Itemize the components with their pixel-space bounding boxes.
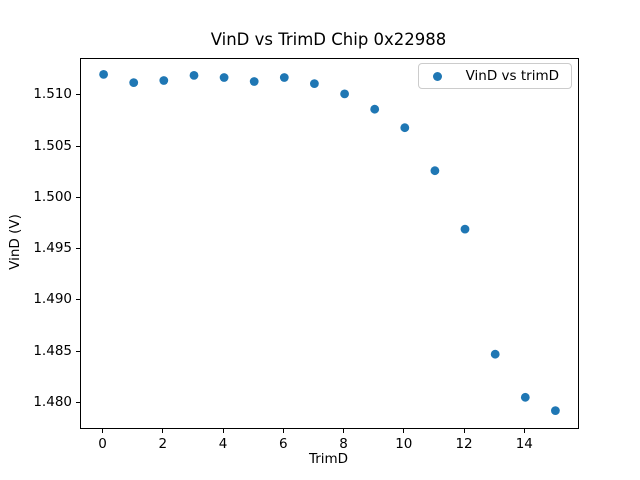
x-tick-label: 14 xyxy=(515,436,533,452)
x-tick-mark xyxy=(343,429,345,433)
y-tick-mark xyxy=(76,299,80,301)
chart-title: VinD vs TrimD Chip 0x22988 xyxy=(210,30,447,49)
data-point xyxy=(279,73,289,82)
x-tick-label: 8 xyxy=(339,436,348,452)
data-point xyxy=(460,224,470,234)
x-tick-label: 12 xyxy=(455,436,473,452)
y-axis-label-text: VinD (V) xyxy=(7,214,23,270)
legend-marker-icon xyxy=(432,71,442,81)
data-point xyxy=(99,70,108,79)
y-tick-mark xyxy=(76,196,80,198)
x-tick-label: 4 xyxy=(218,436,228,452)
data-point xyxy=(219,73,229,82)
y-tick-label: 1.510 xyxy=(33,86,72,103)
data-point xyxy=(129,78,139,87)
x-axis-label: TrimD xyxy=(308,451,349,467)
data-point xyxy=(520,392,530,402)
y-tick-label: 1.495 xyxy=(33,240,72,257)
y-tick-label: 1.480 xyxy=(33,393,72,410)
y-tick-label: 1.485 xyxy=(33,342,72,359)
y-tick-mark xyxy=(76,94,80,96)
x-tick-mark xyxy=(162,429,164,433)
y-tick-mark xyxy=(76,248,80,250)
x-tick-label: 6 xyxy=(279,436,288,452)
y-tick-label: 1.490 xyxy=(33,291,72,308)
data-point xyxy=(189,71,199,80)
y-tick-mark xyxy=(76,350,80,352)
y-tick-mark xyxy=(76,145,80,147)
x-tick-label: 2 xyxy=(158,436,168,452)
data-point xyxy=(370,104,380,114)
x-tick-mark xyxy=(282,429,284,433)
x-tick-mark xyxy=(403,429,405,433)
x-tick-label: 0 xyxy=(98,436,107,452)
data-point xyxy=(490,349,500,359)
x-tick-mark xyxy=(102,429,104,433)
data-point xyxy=(310,79,319,88)
data-point xyxy=(249,77,259,86)
data-point xyxy=(551,406,560,415)
legend: VinD vs trimD xyxy=(417,63,572,89)
data-point xyxy=(430,166,440,176)
y-tick-mark xyxy=(76,401,80,403)
x-tick-mark xyxy=(222,429,224,433)
data-point xyxy=(159,76,169,85)
y-tick-label: 1.500 xyxy=(33,188,72,205)
data-point xyxy=(340,89,349,99)
x-tick-mark xyxy=(523,429,525,433)
x-tick-mark xyxy=(463,429,465,433)
plot-area: VinD vs trimD xyxy=(80,58,579,429)
legend-label: VinD vs trimD xyxy=(465,68,559,84)
y-tick-label: 1.505 xyxy=(33,137,72,154)
x-tick-label: 10 xyxy=(395,436,413,452)
scatter-points-layer xyxy=(99,70,560,415)
data-point xyxy=(400,123,410,133)
